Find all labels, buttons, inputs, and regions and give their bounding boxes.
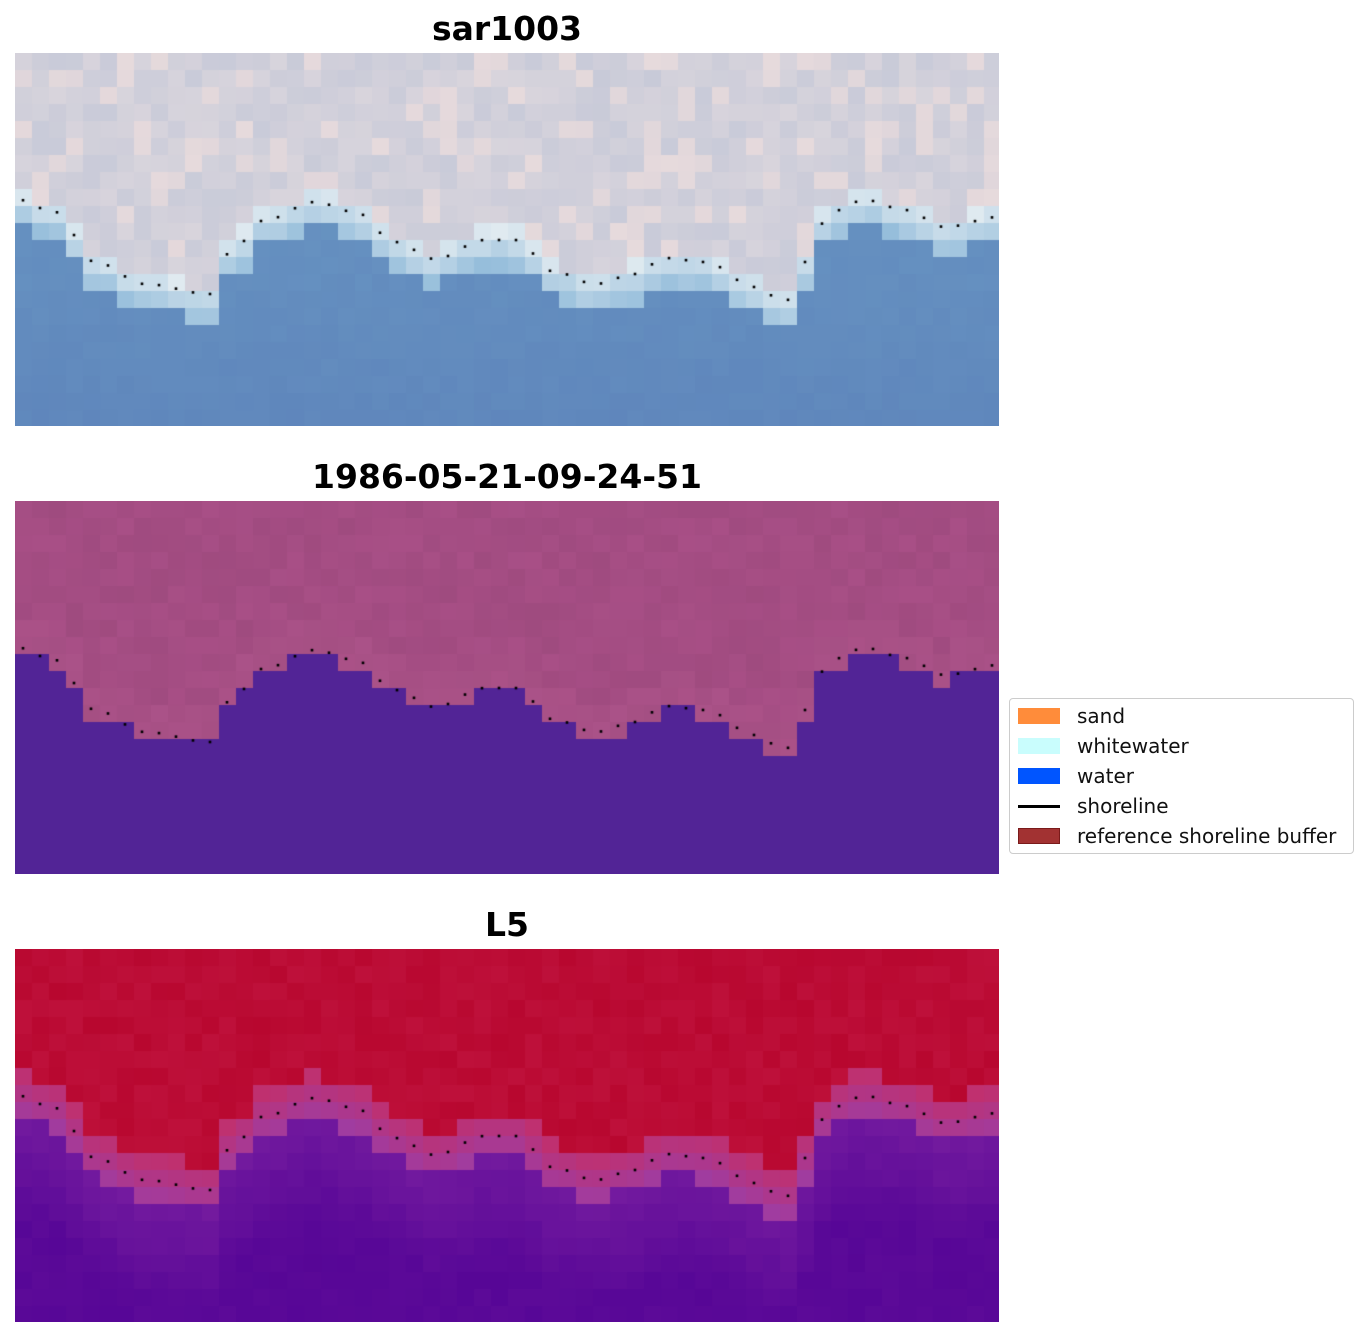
buffer-swatch (1018, 828, 1060, 844)
legend-label: shoreline (1077, 794, 1169, 818)
water-swatch (1018, 768, 1060, 784)
legend-item-shoreline: shoreline (1018, 794, 1169, 818)
panel-title-sar: sar1003 (431, 9, 583, 48)
legend-label: whitewater (1077, 734, 1189, 758)
whitewater-swatch (1018, 738, 1060, 754)
legend-item-water: water (1018, 764, 1134, 788)
legend-label: water (1077, 764, 1134, 788)
legend-label: sand (1077, 704, 1126, 728)
panel-title-classified: 1986-05-21-09-24-51 (312, 457, 702, 496)
legend-item-sand: sand (1018, 704, 1126, 728)
sar-image (15, 53, 999, 426)
legend-item-whitewater: whitewater (1018, 734, 1189, 758)
legend: sand whitewater water shoreline referenc… (1009, 698, 1354, 854)
index-image (15, 949, 999, 1322)
classified-image (15, 501, 999, 874)
panel-title-index: L5 (485, 905, 529, 944)
shoreline-swatch (1018, 804, 1060, 808)
legend-item-buffer: reference shoreline buffer (1018, 824, 1337, 848)
sand-swatch (1018, 708, 1060, 724)
legend-label: reference shoreline buffer (1077, 824, 1337, 848)
